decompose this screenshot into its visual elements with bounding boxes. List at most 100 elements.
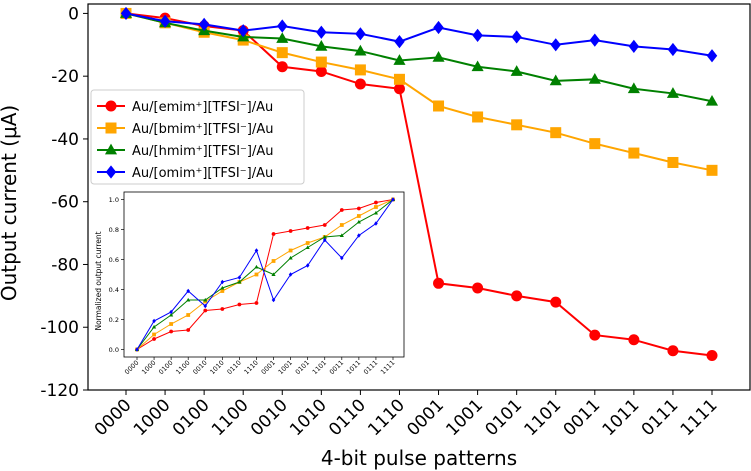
inset-data-point bbox=[237, 279, 242, 284]
inset-data-point bbox=[288, 248, 293, 253]
inset-data-point bbox=[305, 263, 310, 268]
inset-data-point bbox=[151, 324, 157, 329]
legend-marker bbox=[105, 165, 117, 179]
data-point bbox=[550, 38, 561, 52]
inset-data-point bbox=[356, 219, 361, 224]
data-point bbox=[550, 127, 562, 139]
inset-data-point bbox=[339, 233, 344, 238]
y-tick-label: -80 bbox=[51, 255, 79, 275]
legend-label: Au/[emim⁺][TFSI⁻]/Au bbox=[132, 100, 273, 115]
inset-data-point bbox=[391, 197, 395, 202]
data-point bbox=[472, 28, 483, 42]
inset-data-point bbox=[135, 347, 139, 352]
legend-entry-2: Au/[hmim⁺][TFSI⁻]/Au bbox=[97, 143, 274, 159]
inset-data-point bbox=[237, 275, 242, 280]
main-axes-frame bbox=[87, 3, 751, 391]
inset-axes-frame bbox=[123, 191, 405, 358]
inset-data-point bbox=[203, 297, 208, 302]
x-tick-label: 1001 bbox=[442, 395, 487, 440]
legend-label: Au/[hmim⁺][TFSI⁻]/Au bbox=[132, 144, 274, 159]
inset-data-point bbox=[305, 245, 310, 250]
inset-data-point bbox=[169, 322, 174, 326]
series-line bbox=[125, 12, 713, 103]
x-tick-label: 1011 bbox=[599, 395, 644, 440]
inset-data-point bbox=[322, 237, 327, 243]
inset-data-point bbox=[339, 223, 344, 227]
data-point bbox=[667, 42, 679, 57]
legend-marker bbox=[105, 100, 117, 112]
x-tick-label: 1110 bbox=[364, 395, 409, 440]
inset-series-line bbox=[136, 199, 394, 350]
data-point bbox=[628, 147, 640, 159]
inset-data-point bbox=[220, 307, 225, 311]
inset-series-line bbox=[136, 199, 394, 350]
inset-data-point bbox=[373, 210, 379, 215]
inset-data-point bbox=[288, 229, 293, 233]
x-tick-label: 0011 bbox=[560, 395, 605, 440]
data-point bbox=[627, 82, 640, 94]
inset-data-point bbox=[152, 332, 156, 337]
data-point bbox=[706, 164, 718, 176]
inset-series-3 bbox=[135, 197, 395, 352]
inset-data-point bbox=[288, 272, 293, 277]
data-point bbox=[472, 282, 484, 294]
data-point bbox=[315, 65, 327, 77]
x-tick-label: 1100 bbox=[208, 395, 253, 440]
inset-series-line bbox=[136, 199, 394, 350]
inset-data-point bbox=[305, 226, 310, 230]
data-point bbox=[589, 138, 601, 150]
data-point bbox=[667, 156, 679, 168]
inset-data-point bbox=[169, 312, 174, 317]
inset-data-point bbox=[186, 328, 191, 332]
data-point bbox=[276, 32, 289, 43]
data-point bbox=[159, 14, 171, 28]
inset-y-tick-label: 0.8 bbox=[109, 226, 119, 234]
data-point bbox=[393, 73, 405, 85]
inset-data-point bbox=[169, 329, 174, 334]
data-point bbox=[393, 83, 405, 95]
data-point bbox=[277, 19, 288, 33]
legend-marker bbox=[104, 143, 118, 155]
data-point bbox=[549, 74, 562, 86]
inset-data-point bbox=[322, 234, 327, 239]
inset-data-point bbox=[271, 297, 276, 303]
inset-data-point bbox=[374, 221, 378, 226]
data-point bbox=[666, 87, 679, 98]
inset-data-point bbox=[254, 264, 259, 269]
x-tick-label: 1111 bbox=[677, 395, 722, 440]
data-point bbox=[511, 30, 522, 44]
inset-data-point bbox=[254, 272, 259, 277]
legend-entry-0: Au/[emim⁺][TFSI⁻]/Au bbox=[97, 100, 273, 115]
x-tick-label: 1010 bbox=[286, 395, 331, 440]
data-point bbox=[589, 33, 601, 47]
inset-series-line bbox=[136, 199, 394, 350]
y-tick-label: -40 bbox=[51, 130, 79, 150]
inset-data-point bbox=[220, 285, 225, 290]
x-tick-label: 1000 bbox=[130, 395, 175, 440]
data-point bbox=[706, 349, 718, 361]
inset-data-point bbox=[254, 301, 259, 305]
inset-data-point bbox=[169, 309, 173, 315]
inset-data-point bbox=[305, 241, 310, 245]
x-tick-label: 0100 bbox=[169, 395, 214, 440]
x-tick-label: 0000 bbox=[91, 395, 136, 440]
data-point bbox=[510, 65, 523, 76]
data-point bbox=[433, 20, 444, 35]
x-tick-label: 1101 bbox=[521, 395, 566, 440]
series-3 bbox=[120, 6, 718, 63]
x-tick-label: 0111 bbox=[638, 395, 683, 440]
x-tick-label: 0010 bbox=[247, 395, 292, 440]
inset-data-point bbox=[374, 200, 378, 205]
inset-data-point bbox=[220, 289, 225, 293]
data-point bbox=[433, 100, 445, 112]
series-2 bbox=[119, 7, 719, 106]
y-tick-label: -60 bbox=[51, 193, 79, 213]
data-point bbox=[628, 334, 640, 346]
inset-data-point bbox=[203, 303, 208, 309]
y-axis-label: Output current (μA) bbox=[0, 105, 21, 301]
inset-data-point bbox=[186, 313, 191, 317]
data-point bbox=[393, 54, 406, 65]
inset-data-point bbox=[271, 232, 276, 236]
